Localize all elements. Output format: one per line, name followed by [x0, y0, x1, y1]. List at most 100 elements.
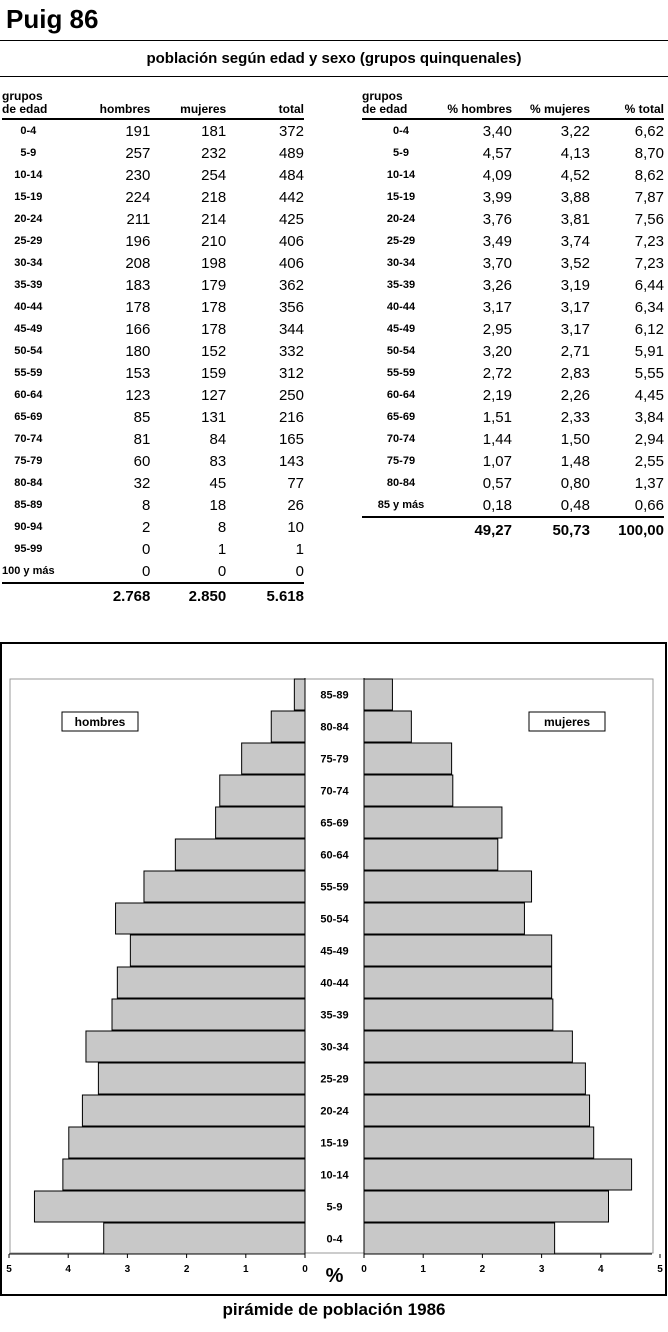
- table-row: 45-49 2,95 3,17 6,12: [362, 318, 664, 340]
- bar-hombres: [68, 1126, 306, 1159]
- value-cell: 2,33: [560, 408, 590, 426]
- value-cell: 3,52: [560, 254, 590, 272]
- value-cell: 127: [201, 386, 227, 404]
- category-label: 55-59: [320, 882, 348, 894]
- table-row: 30-34 208 198 406: [2, 252, 304, 274]
- table-row: 65-69 85 131 216: [2, 406, 304, 428]
- totals-row: 2.768 2.850 5.618: [2, 582, 304, 608]
- total-cell: 49,27: [440, 516, 512, 542]
- category-label: 65-69: [320, 818, 348, 830]
- value-cell: 85: [133, 408, 151, 426]
- legend-box-mujeres: [528, 711, 606, 732]
- value-cell: 181: [201, 122, 227, 140]
- table-row: 10-14 230 254 484: [2, 164, 304, 186]
- age-group-cell: 75-79: [14, 455, 43, 467]
- bar-mujeres: [363, 710, 412, 743]
- age-group-cell: 15-19: [386, 191, 416, 203]
- value-cell: 7,23: [634, 254, 664, 272]
- value-cell: 8: [142, 496, 151, 514]
- table-row: 75-79 1,07 1,48 2,55: [362, 450, 664, 472]
- bar-mujeres: [363, 902, 525, 935]
- value-cell: 4,13: [560, 144, 590, 162]
- category-label: 50-54: [320, 914, 349, 926]
- bar-mujeres: [363, 966, 553, 999]
- age-group-cell: 45-49: [14, 323, 43, 335]
- category-label: 15-19: [320, 1138, 348, 1150]
- value-cell: 332: [278, 342, 304, 360]
- value-cell: 153: [125, 364, 151, 382]
- age-group-cell: 10-14: [14, 169, 43, 181]
- value-cell: 0,66: [634, 496, 664, 514]
- column-header: % hombres: [447, 102, 512, 116]
- value-cell: 166: [125, 320, 151, 338]
- x-tick-label-right: 4: [598, 1264, 604, 1275]
- category-label: 35-39: [320, 1010, 348, 1022]
- table-row: 15-19 224 218 442: [2, 186, 304, 208]
- value-cell: 1,44: [482, 430, 512, 448]
- x-tick-label-left: 4: [65, 1264, 71, 1275]
- value-cell: 3,74: [560, 232, 590, 250]
- age-group-cell: 5-9: [393, 147, 409, 159]
- x-tick-label-left: 2: [184, 1264, 190, 1275]
- x-tick-label-left: 1: [243, 1264, 249, 1275]
- value-cell: 210: [201, 232, 227, 250]
- value-cell: 4,57: [482, 144, 512, 162]
- value-cell: 3,76: [482, 210, 512, 228]
- category-label: 25-29: [320, 1074, 348, 1086]
- population-pyramid-chart: 0-4 5-9 10-14 15-19 20-24 25-29 30-34 35-39 40-4…: [0, 642, 667, 1296]
- category-label: 45-49: [320, 946, 348, 958]
- category-label: 60-64: [320, 850, 349, 862]
- category-label: 20-24: [320, 1106, 349, 1118]
- value-cell: 4,09: [482, 166, 512, 184]
- bar-mujeres: [363, 678, 393, 711]
- table-row: 55-59 2,72 2,83 5,55: [362, 362, 664, 384]
- age-group-cell: 45-49: [386, 323, 416, 335]
- value-cell: 165: [278, 430, 304, 448]
- legend-hombres: hombres: [75, 715, 126, 729]
- bar-hombres: [143, 870, 306, 903]
- column-header: % mujeres: [529, 102, 590, 116]
- value-cell: 2,94: [634, 430, 664, 448]
- value-cell: 216: [278, 408, 304, 426]
- value-cell: 3,40: [482, 122, 512, 140]
- value-cell: 1: [295, 540, 304, 558]
- age-group-cell: 20-24: [386, 213, 416, 225]
- table-row: 0-4 3,40 3,22 6,62: [362, 119, 664, 142]
- age-group-cell: 65-69: [386, 411, 416, 423]
- bar-mujeres: [363, 1126, 595, 1159]
- value-cell: 1: [217, 540, 227, 558]
- age-group-cell: 40-44: [14, 301, 43, 313]
- age-group-cell: 30-34: [386, 257, 416, 269]
- category-label: 85-89: [320, 690, 348, 702]
- age-group-cell: 30-34: [14, 257, 43, 269]
- bar-hombres: [174, 838, 306, 871]
- bar-mujeres: [363, 838, 499, 871]
- category-label: 0-4: [327, 1234, 344, 1246]
- bar-mujeres: [363, 742, 453, 775]
- value-cell: 3,49: [482, 232, 512, 250]
- table-row: 55-59 153 159 312: [2, 362, 304, 384]
- table-row: 45-49 166 178 344: [2, 318, 304, 340]
- total-cell: [362, 516, 440, 542]
- x-tick-label-left: 3: [125, 1264, 131, 1275]
- value-cell: 196: [125, 232, 151, 250]
- bar-hombres: [111, 998, 306, 1031]
- table-row: 50-54 180 152 332: [2, 340, 304, 362]
- table-row: 95-99 0 1 1: [2, 538, 304, 560]
- totals-row: 49,27 50,73 100,00: [362, 516, 664, 542]
- bar-hombres: [116, 966, 306, 999]
- value-cell: 180: [125, 342, 151, 360]
- table-row: 35-39 183 179 362: [2, 274, 304, 296]
- table-row: 25-29 196 210 406: [2, 230, 304, 252]
- value-cell: 2: [142, 518, 151, 536]
- page-title: Puig 86: [6, 4, 99, 34]
- value-cell: 372: [278, 122, 304, 140]
- value-cell: 0: [142, 562, 151, 580]
- table-row: 0-4 191 181 372: [2, 119, 304, 142]
- table-row: 70-74 1,44 1,50 2,94: [362, 428, 664, 450]
- table-row: 60-64 123 127 250: [2, 384, 304, 406]
- value-cell: 45: [209, 474, 227, 492]
- value-cell: 254: [201, 166, 227, 184]
- age-group-cell: 0-4: [20, 125, 37, 137]
- value-cell: 1,37: [634, 474, 664, 492]
